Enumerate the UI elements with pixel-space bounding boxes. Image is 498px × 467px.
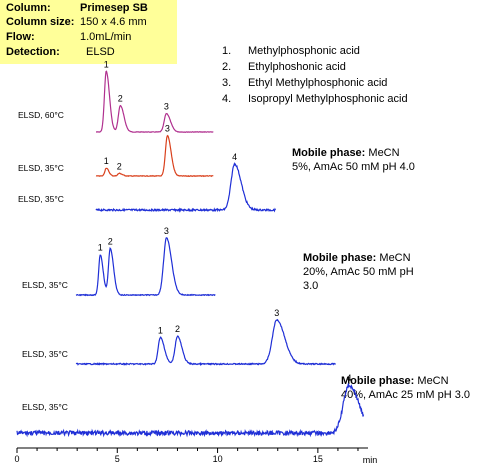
legend-item: 3. Ethyl Methylphosphonic acid xyxy=(222,76,408,92)
info-size: Column size: 150 x 4.6 mm xyxy=(6,16,147,29)
trace-line-5 xyxy=(75,318,337,367)
column-info-box: Column: Primesep SB Column size: 150 x 4.6… xyxy=(0,0,177,64)
peak-label: 4 xyxy=(346,373,351,383)
trace-line-3 xyxy=(95,161,277,213)
mobile-phase-title: Mobile phase: xyxy=(303,252,377,264)
peak-label: 2 xyxy=(175,324,180,334)
tick-label: 5 xyxy=(115,454,120,464)
info-size-label: Column size: xyxy=(6,16,75,28)
legend-number: 1. xyxy=(222,45,232,57)
peak-label: 3 xyxy=(164,226,169,236)
detector-label: ELSD, 35°C xyxy=(18,194,64,204)
compound-legend: 1. Methylphosphonic acid 2. Ethylphoshonic… xyxy=(222,44,408,108)
detector-label: ELSD, 35°C xyxy=(22,349,68,359)
peak-label: 1 xyxy=(104,59,109,69)
mobile-phase-line: 3.0 xyxy=(303,280,319,292)
info-detection-label: Detection: xyxy=(6,46,60,58)
tick-label: 15 xyxy=(313,454,323,464)
legend-label: Isopropyl Methylphosphonic acid xyxy=(248,93,408,105)
mobile-phase-title: Mobile phase: xyxy=(292,147,366,159)
legend-number: 2. xyxy=(222,61,232,73)
legend-item: 4. Isopropyl Methylphosphonic acid xyxy=(222,92,408,108)
info-column-value: Primesep SB xyxy=(80,2,148,14)
info-column: Column: Primesep SB xyxy=(6,2,148,15)
peak-label: 3 xyxy=(274,308,279,318)
legend-item: 2. Ethylphoshonic acid xyxy=(222,60,408,76)
mobile-phase-2: Mobile phase: MeCN 20%, AmAc 50 mM pH 3.… xyxy=(303,251,414,293)
detector-label: ELSD, 35°C xyxy=(18,163,64,173)
mobile-phase-line: 5%, AmAc 50 mM pH 4.0 xyxy=(292,161,415,173)
axis-unit-label: min xyxy=(363,455,378,465)
tick-label: 0 xyxy=(14,454,19,464)
info-detection: Detection: ELSD xyxy=(6,46,115,59)
mobile-phase-3: Mobile phase: MeCN 40%, AmAc 25 mM pH 3.… xyxy=(341,374,470,402)
time-axis: 0 5 10 15 min xyxy=(14,447,378,465)
detector-label: ELSD, 35°C xyxy=(22,280,68,290)
info-detection-value: ELSD xyxy=(86,46,115,58)
detector-label: ELSD, 60°C xyxy=(18,110,64,120)
mobile-phase-solvent: MeCN xyxy=(417,375,449,387)
legend-label: Ethyl Methylphosphonic acid xyxy=(248,77,388,89)
mobile-phase-line: 20%, AmAc 50 mM pH xyxy=(303,266,414,278)
peak-label: 1 xyxy=(104,156,109,166)
legend-label: Ethylphoshonic acid xyxy=(248,61,346,73)
peak-label: 1 xyxy=(98,243,103,253)
mobile-phase-solvent: MeCN xyxy=(379,252,411,264)
peak-label: 1 xyxy=(158,326,163,336)
legend-number: 3. xyxy=(222,77,232,89)
info-flow-label: Flow: xyxy=(6,31,35,43)
mobile-phase-solvent: MeCN xyxy=(368,147,400,159)
tick-label: 10 xyxy=(213,454,223,464)
peak-label: 3 xyxy=(165,124,170,134)
info-flow: Flow: 1.0mL/min xyxy=(6,31,131,44)
info-flow-value: 1.0mL/min xyxy=(80,31,132,43)
mobile-phase-title: Mobile phase: xyxy=(341,375,415,387)
peak-label: 2 xyxy=(108,237,113,247)
trace-line-4 xyxy=(75,237,216,297)
legend-item: 1. Methylphosphonic acid xyxy=(222,44,408,60)
trace-line-2 xyxy=(95,134,214,178)
trace-line-6 xyxy=(16,383,365,438)
legend-label: Methylphosphonic acid xyxy=(248,45,360,57)
peak-label: 2 xyxy=(117,161,122,171)
mobile-phase-line: 40%, AmAc 25 mM pH 3.0 xyxy=(341,389,470,401)
peak-label: 3 xyxy=(164,102,169,112)
info-column-label: Column: xyxy=(6,2,51,14)
info-size-value: 150 x 4.6 mm xyxy=(80,16,147,28)
mobile-phase-1: Mobile phase: MeCN 5%, AmAc 50 mM pH 4.0 xyxy=(292,146,415,174)
legend-number: 4. xyxy=(222,93,232,105)
detector-label: ELSD, 35°C xyxy=(22,402,68,412)
peak-label: 4 xyxy=(232,152,237,162)
trace-line-1 xyxy=(96,70,214,133)
peak-label: 2 xyxy=(118,94,123,104)
